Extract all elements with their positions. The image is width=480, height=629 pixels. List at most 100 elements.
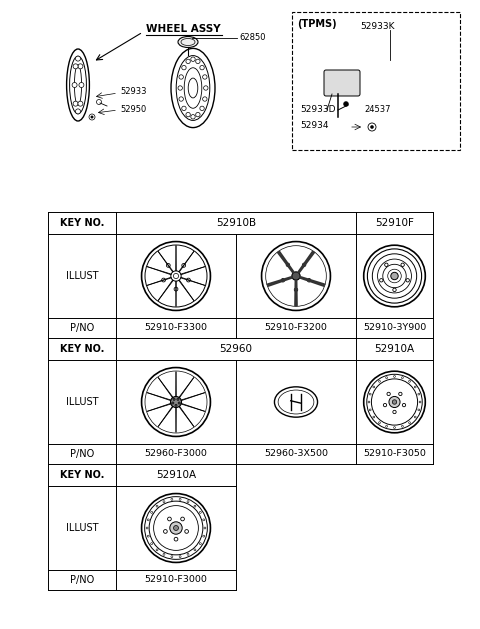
Circle shape [174, 287, 178, 291]
Circle shape [78, 101, 83, 106]
Circle shape [203, 535, 205, 537]
Circle shape [414, 416, 416, 418]
Text: 52910-F3050: 52910-F3050 [363, 450, 426, 459]
Circle shape [73, 64, 78, 69]
Circle shape [187, 554, 189, 555]
Circle shape [191, 57, 195, 62]
Ellipse shape [178, 36, 198, 48]
Circle shape [170, 522, 182, 534]
Text: P/NO: P/NO [70, 575, 94, 585]
Circle shape [156, 505, 158, 507]
Circle shape [78, 64, 83, 69]
Circle shape [162, 278, 166, 282]
Text: KEY NO.: KEY NO. [60, 470, 104, 480]
Text: KEY NO.: KEY NO. [60, 344, 104, 354]
Text: (TPMS): (TPMS) [297, 19, 336, 29]
Circle shape [387, 392, 390, 396]
Circle shape [200, 65, 204, 70]
Circle shape [146, 527, 148, 529]
Circle shape [369, 393, 371, 395]
Circle shape [175, 404, 177, 406]
Text: 24537: 24537 [364, 106, 391, 114]
Circle shape [174, 525, 179, 530]
Text: 52933K: 52933K [360, 22, 395, 31]
Circle shape [75, 109, 81, 114]
Circle shape [286, 263, 289, 267]
Circle shape [147, 535, 149, 537]
Circle shape [370, 125, 374, 129]
Circle shape [385, 425, 387, 427]
Circle shape [418, 409, 420, 411]
Circle shape [204, 527, 206, 529]
Text: 62850: 62850 [239, 33, 265, 43]
Circle shape [196, 59, 200, 64]
Circle shape [200, 106, 204, 111]
Text: 52933D: 52933D [300, 106, 336, 114]
Circle shape [156, 549, 158, 551]
Circle shape [172, 402, 174, 404]
Text: 52960: 52960 [219, 344, 252, 354]
Text: KEY NO.: KEY NO. [60, 218, 104, 228]
Circle shape [401, 425, 403, 427]
Circle shape [179, 97, 183, 101]
Circle shape [199, 511, 201, 513]
Text: WHEEL ASSY: WHEEL ASSY [146, 24, 221, 34]
Text: 52933: 52933 [120, 87, 146, 96]
Circle shape [401, 263, 404, 267]
Circle shape [177, 398, 179, 401]
Circle shape [179, 555, 181, 557]
Circle shape [174, 537, 178, 541]
Circle shape [281, 279, 285, 282]
Text: 52934: 52934 [300, 121, 328, 130]
Circle shape [294, 288, 298, 291]
Text: 52950: 52950 [120, 106, 146, 114]
Circle shape [75, 56, 81, 61]
Circle shape [185, 530, 189, 533]
Circle shape [373, 416, 375, 418]
Circle shape [167, 264, 170, 267]
Text: 52910A: 52910A [374, 344, 415, 354]
Circle shape [178, 402, 180, 404]
Circle shape [394, 376, 396, 377]
Circle shape [344, 101, 348, 106]
Circle shape [171, 555, 173, 557]
Circle shape [168, 517, 171, 521]
Circle shape [406, 279, 409, 282]
Circle shape [380, 279, 383, 282]
Circle shape [408, 381, 410, 382]
Text: 52910-3Y900: 52910-3Y900 [363, 323, 426, 333]
Circle shape [394, 426, 396, 428]
Circle shape [402, 403, 406, 407]
Circle shape [163, 554, 165, 555]
Text: 52910B: 52910B [216, 218, 256, 228]
Text: 52910A: 52910A [156, 470, 196, 480]
Circle shape [203, 75, 207, 79]
Circle shape [379, 422, 380, 423]
Circle shape [186, 113, 190, 117]
Circle shape [182, 106, 186, 111]
Circle shape [91, 116, 93, 118]
Circle shape [292, 272, 300, 280]
Circle shape [203, 97, 207, 101]
Circle shape [418, 393, 420, 395]
Circle shape [373, 386, 375, 388]
Circle shape [399, 392, 402, 396]
Circle shape [369, 409, 371, 411]
Circle shape [393, 288, 396, 292]
Circle shape [73, 101, 78, 106]
Text: 52910-F3300: 52910-F3300 [144, 323, 207, 333]
Circle shape [392, 400, 396, 404]
Circle shape [414, 386, 416, 388]
Circle shape [147, 519, 149, 521]
Circle shape [171, 498, 173, 500]
FancyBboxPatch shape [324, 70, 360, 96]
Text: ILLUST: ILLUST [66, 397, 98, 407]
Text: P/NO: P/NO [70, 449, 94, 459]
Circle shape [170, 396, 181, 408]
Text: P/NO: P/NO [70, 323, 94, 333]
Circle shape [79, 82, 84, 87]
Circle shape [182, 264, 186, 267]
Circle shape [389, 396, 400, 408]
Circle shape [186, 59, 190, 64]
Circle shape [72, 82, 77, 87]
